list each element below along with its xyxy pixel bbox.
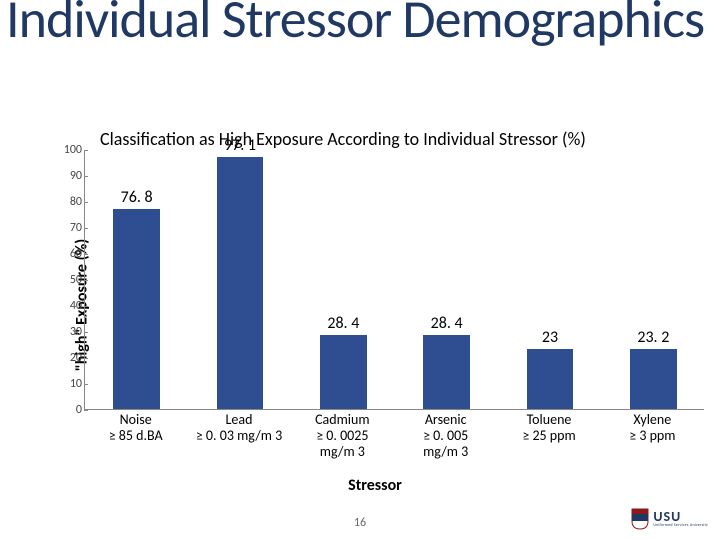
x-category-label: Lead≥ 0. 03 mg/m 3 — [196, 412, 282, 444]
bar — [113, 209, 160, 409]
plot-area: 76. 897. 128. 428. 42323. 2 — [84, 150, 704, 410]
y-tick: 90 — [70, 169, 82, 183]
usu-logo: USU Uniformed Services University — [631, 508, 708, 530]
y-tick: 50 — [70, 273, 82, 287]
x-category-label: Cadmium≥ 0. 0025mg/m 3 — [315, 412, 369, 460]
x-category-label: Xylene≥ 3 ppm — [629, 412, 675, 444]
bars-container: 76. 897. 128. 428. 42323. 2 — [85, 150, 704, 409]
x-category-label: Arsenic≥ 0. 005mg/m 3 — [423, 412, 468, 460]
page-number: 16 — [0, 516, 720, 530]
logo-subtitle: Uniformed Services University — [653, 524, 708, 528]
logo-text-block: USU Uniformed Services University — [653, 510, 708, 528]
y-tick: 0 — [76, 403, 82, 417]
bar — [423, 335, 470, 409]
y-tick: 20 — [70, 351, 82, 365]
x-axis-title: Stressor — [40, 476, 710, 495]
y-ticks: 0102030405060708090100 — [40, 150, 84, 410]
y-tick: 70 — [70, 221, 82, 235]
slide-title: Individual Stressor Demographics — [6, 0, 704, 45]
bar — [320, 335, 367, 409]
value-label: 28. 4 — [431, 314, 463, 333]
y-tick: 100 — [64, 143, 82, 157]
y-tick: 30 — [70, 325, 82, 339]
logo-text: USU — [653, 510, 708, 524]
value-label: 76. 8 — [121, 188, 153, 207]
shield-icon — [631, 508, 649, 530]
slide-root: Individual Stressor Demographics Classif… — [0, 0, 720, 540]
chart-title: Classification as High Exposure Accordin… — [100, 128, 710, 150]
value-label: 23 — [542, 328, 558, 347]
value-label: 97. 1 — [224, 136, 256, 155]
y-tick: 80 — [70, 195, 82, 209]
bar — [217, 157, 264, 409]
value-label: 23. 2 — [637, 328, 669, 347]
bar — [630, 349, 677, 409]
bar — [527, 349, 574, 409]
value-label: 28. 4 — [327, 314, 359, 333]
y-tick: 40 — [70, 299, 82, 313]
bar-chart: "high" Exposure (%) 01020304050607080901… — [40, 150, 710, 460]
x-category-label: Noise≥ 85 d.BA — [109, 412, 163, 444]
y-tick: 60 — [70, 247, 82, 261]
x-category-label: Toluene≥ 25 ppm — [522, 412, 575, 444]
y-tick: 10 — [70, 377, 82, 391]
